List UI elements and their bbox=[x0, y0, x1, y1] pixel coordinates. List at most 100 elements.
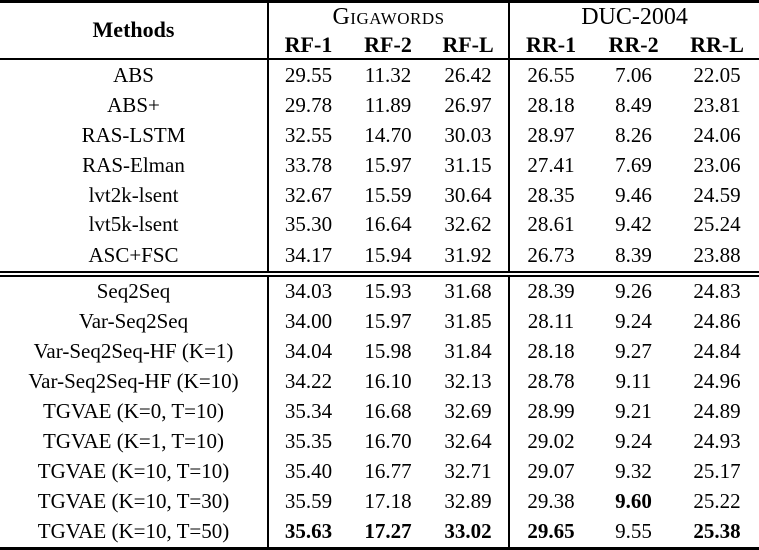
score-cell: 28.97 bbox=[508, 120, 593, 151]
score-cell: 24.93 bbox=[693, 429, 741, 454]
method-name: TGVAE (K=0, T=10) bbox=[43, 399, 224, 424]
score-cell: 26.42 bbox=[444, 62, 492, 87]
method-name: Var-Seq2Seq bbox=[78, 309, 189, 334]
score-cell: 28.18 bbox=[508, 336, 593, 367]
table-body: ABS 29.55 11.32 26.42 26.55 7.06 22.05 ABS+ 29.7… bbox=[0, 59, 759, 549]
score-cell: 28.35 bbox=[508, 180, 593, 211]
column-header-methods: Methods bbox=[0, 1, 268, 61]
score-cell: 25.22 bbox=[693, 489, 741, 514]
score-cell: 15.93 bbox=[364, 279, 412, 304]
score-cell: 29.65 bbox=[508, 516, 593, 549]
table-row: Var-Seq2Seq-HF (K=1) 34.04 15.98 31.84 28.18… bbox=[0, 336, 759, 367]
score-cell: 15.59 bbox=[364, 182, 412, 207]
score-cell: 9.27 bbox=[615, 339, 652, 364]
table-row: TGVAE (K=1, T=10) 35.35 16.70 32.64 29.02 9.2… bbox=[0, 426, 759, 457]
score-cell: 24.83 bbox=[693, 279, 741, 304]
score-cell: 30.03 bbox=[444, 122, 492, 147]
score-cell: 28.78 bbox=[508, 366, 593, 397]
score-cell: 32.71 bbox=[444, 459, 492, 484]
table-row: lvt5k-lsent 35.30 16.64 32.62 28.61 9.42 25.24 bbox=[0, 210, 759, 240]
method-name: TGVAE (K=10, T=30) bbox=[37, 489, 230, 514]
group-header-duc-2004-label: DUC-2004 bbox=[581, 4, 688, 30]
score-cell: 32.62 bbox=[444, 212, 492, 237]
table-row: lvt2k-lsent 32.67 15.59 30.64 28.35 9.46 24.59 bbox=[0, 180, 759, 211]
score-cell: 8.39 bbox=[592, 240, 676, 277]
score-cell: 9.21 bbox=[615, 399, 652, 424]
method-name: ASC+FSC bbox=[0, 240, 268, 277]
score-cell: 31.68 bbox=[444, 279, 492, 304]
score-cell: 30.64 bbox=[444, 182, 492, 207]
group-header-gigawords: Gigawords bbox=[266, 1, 510, 32]
score-cell: 29.07 bbox=[508, 456, 593, 487]
score-cell: 9.42 bbox=[615, 212, 652, 237]
column-header-rr-1: RR-1 bbox=[508, 31, 593, 61]
score-cell: 9.32 bbox=[615, 459, 652, 484]
score-cell: 17.27 bbox=[364, 519, 412, 544]
score-cell: 28.11 bbox=[508, 307, 593, 337]
table-row: Var-Seq2Seq 34.00 15.97 31.85 28.11 9.24 24.86 bbox=[0, 307, 759, 337]
score-cell: 35.63 bbox=[267, 516, 348, 549]
score-cell: 16.64 bbox=[364, 212, 412, 237]
score-cell: 32.64 bbox=[444, 429, 492, 454]
table-row: ABS 29.55 11.32 26.42 26.55 7.06 22.05 bbox=[0, 59, 759, 91]
score-cell: 16.77 bbox=[364, 459, 412, 484]
score-cell: 15.97 bbox=[364, 152, 412, 177]
score-cell: 35.59 bbox=[267, 486, 348, 517]
score-cell: 31.85 bbox=[444, 309, 492, 334]
score-cell: 24.86 bbox=[693, 309, 741, 334]
method-name: TGVAE (K=10, T=50) bbox=[37, 519, 230, 544]
method-name: Var-Seq2Seq-HF (K=1) bbox=[33, 339, 234, 364]
score-cell: 25.17 bbox=[693, 459, 741, 484]
method-name: ABS+ bbox=[107, 92, 160, 117]
score-cell: 28.39 bbox=[508, 273, 593, 308]
column-header-rr-2: RR-2 bbox=[592, 31, 676, 61]
group-header-row: Methods Gigawords DUC-2004 bbox=[0, 1, 759, 61]
score-cell: 9.55 bbox=[615, 519, 652, 544]
score-cell: 29.38 bbox=[508, 486, 593, 517]
score-cell: 24.96 bbox=[693, 369, 741, 394]
method-name: RAS-Elman bbox=[82, 152, 185, 177]
score-cell: 16.70 bbox=[364, 429, 412, 454]
score-cell: 24.84 bbox=[693, 339, 741, 364]
score-cell: 15.98 bbox=[364, 339, 412, 364]
score-cell: 16.68 bbox=[364, 399, 412, 424]
score-cell: 28.99 bbox=[508, 396, 593, 427]
score-cell: 26.55 bbox=[508, 59, 593, 91]
table-header: Methods Gigawords DUC-2004 RF-1 RF-2 RF-L R… bbox=[0, 1, 759, 61]
score-cell: 22.05 bbox=[693, 62, 741, 87]
score-cell: 11.89 bbox=[364, 92, 412, 117]
score-cell: 11.32 bbox=[364, 62, 412, 87]
table-row: RAS-LSTM 32.55 14.70 30.03 28.97 8.26 24.06 bbox=[0, 120, 759, 151]
score-cell: 8.26 bbox=[615, 122, 652, 147]
score-cell: 31.15 bbox=[444, 152, 492, 177]
score-cell: 32.67 bbox=[267, 180, 348, 211]
method-name: lvt5k-lsent bbox=[88, 212, 179, 237]
score-cell: 7.69 bbox=[615, 152, 652, 177]
score-cell: 34.00 bbox=[267, 307, 348, 337]
score-cell: 9.60 bbox=[615, 489, 652, 514]
table-row: TGVAE (K=10, T=30) 35.59 17.18 32.89 29.38 9.… bbox=[0, 486, 759, 517]
score-cell: 35.40 bbox=[267, 456, 348, 487]
score-cell: 8.49 bbox=[615, 92, 652, 117]
subheader-row: RF-1 RF-2 RF-L RR-1 RR-2 RR-L bbox=[0, 31, 759, 61]
score-cell: 35.35 bbox=[267, 426, 348, 457]
table-row: ABS+ 29.78 11.89 26.97 28.18 8.49 23.81 bbox=[0, 90, 759, 121]
score-cell: 23.81 bbox=[693, 92, 741, 117]
group-header-gigawords-label: Gigawords bbox=[332, 4, 445, 30]
method-name: ABS bbox=[113, 62, 154, 87]
method-name: TGVAE (K=1, T=10) bbox=[43, 429, 224, 454]
score-cell: 34.22 bbox=[267, 366, 348, 397]
score-cell: 31.84 bbox=[444, 339, 492, 364]
column-header-rf-1: RF-1 bbox=[267, 31, 348, 61]
table-row: TGVAE (K=10, T=10) 35.40 16.77 32.71 29.07 9.… bbox=[0, 456, 759, 487]
score-cell: 34.03 bbox=[267, 273, 348, 308]
method-name: Var-Seq2Seq-HF (K=10) bbox=[28, 369, 239, 394]
table-row: ASC+FSC 34.17 15.94 31.92 26.73 8.39 23.88 bbox=[0, 240, 759, 277]
column-header-rr-l: RR-L bbox=[675, 31, 759, 61]
score-cell: 23.06 bbox=[693, 152, 741, 177]
score-cell: 34.17 bbox=[267, 240, 348, 277]
score-cell: 23.88 bbox=[675, 240, 759, 277]
score-cell: 35.34 bbox=[267, 396, 348, 427]
score-cell: 29.02 bbox=[508, 426, 593, 457]
